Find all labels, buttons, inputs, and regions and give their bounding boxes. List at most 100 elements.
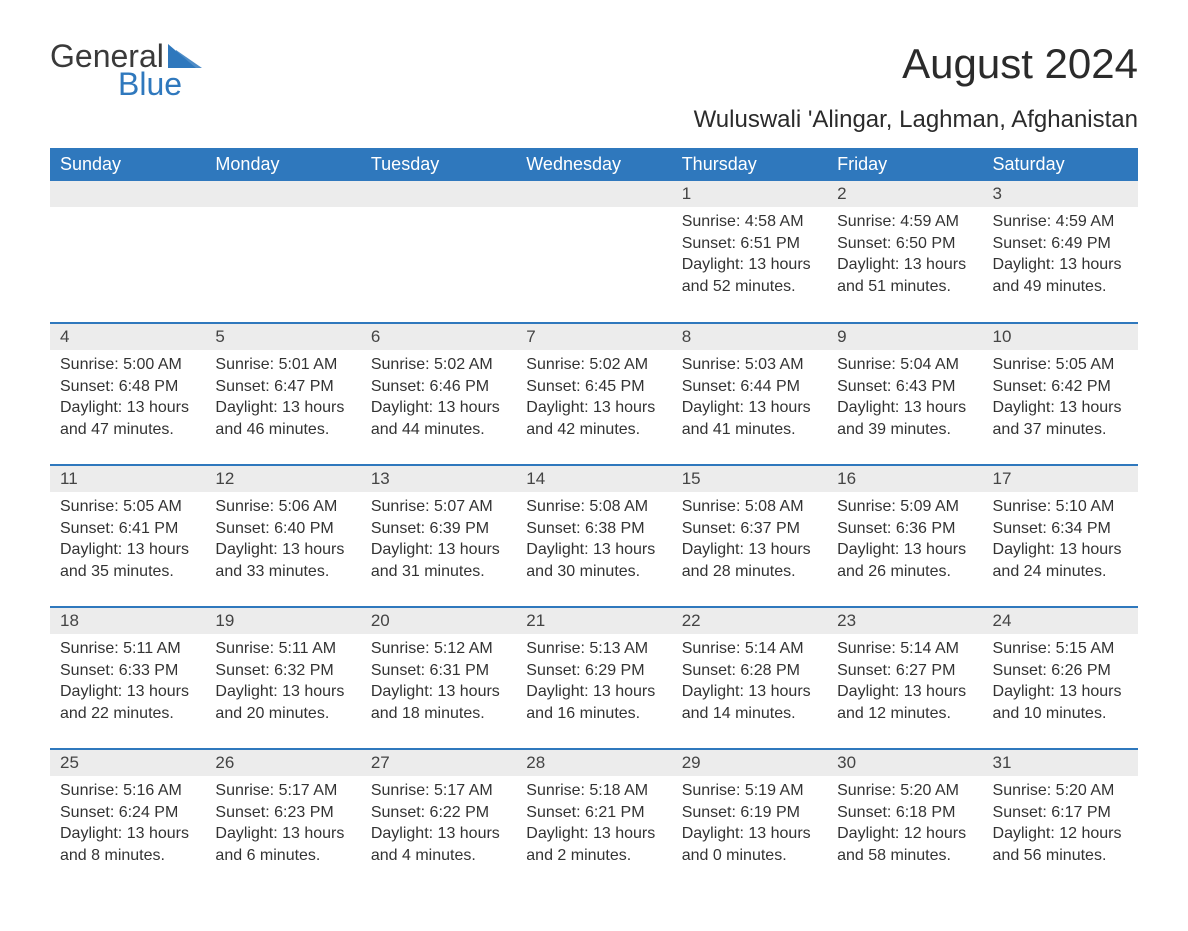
day-number: 26 (205, 750, 360, 776)
sunset-text: Sunset: 6:38 PM (526, 518, 661, 540)
calendar-cell: 23Sunrise: 5:14 AMSunset: 6:27 PMDayligh… (827, 607, 982, 749)
sunset-text: Sunset: 6:33 PM (60, 660, 195, 682)
sunrise-text: Sunrise: 5:08 AM (682, 496, 817, 518)
calendar-head: SundayMondayTuesdayWednesdayThursdayFrid… (50, 148, 1138, 181)
sunrise-text: Sunrise: 5:14 AM (682, 638, 817, 660)
day-number: 31 (983, 750, 1138, 776)
calendar-cell: 5Sunrise: 5:01 AMSunset: 6:47 PMDaylight… (205, 323, 360, 465)
day-number: 25 (50, 750, 205, 776)
day-content: Sunrise: 5:15 AMSunset: 6:26 PMDaylight:… (983, 634, 1138, 732)
day-content: Sunrise: 5:04 AMSunset: 6:43 PMDaylight:… (827, 350, 982, 448)
daylight-text: Daylight: 13 hours and 35 minutes. (60, 539, 195, 582)
sunset-text: Sunset: 6:46 PM (371, 376, 506, 398)
calendar-cell: 15Sunrise: 5:08 AMSunset: 6:37 PMDayligh… (672, 465, 827, 607)
calendar-cell: 21Sunrise: 5:13 AMSunset: 6:29 PMDayligh… (516, 607, 671, 749)
calendar-cell (516, 181, 671, 323)
sunset-text: Sunset: 6:29 PM (526, 660, 661, 682)
sunrise-text: Sunrise: 5:02 AM (371, 354, 506, 376)
sunrise-text: Sunrise: 5:09 AM (837, 496, 972, 518)
sunset-text: Sunset: 6:27 PM (837, 660, 972, 682)
day-number: 17 (983, 466, 1138, 492)
daylight-text: Daylight: 13 hours and 12 minutes. (837, 681, 972, 724)
daylight-text: Daylight: 13 hours and 30 minutes. (526, 539, 661, 582)
calendar-cell: 18Sunrise: 5:11 AMSunset: 6:33 PMDayligh… (50, 607, 205, 749)
day-number: 3 (983, 181, 1138, 207)
calendar-cell: 4Sunrise: 5:00 AMSunset: 6:48 PMDaylight… (50, 323, 205, 465)
calendar-cell: 24Sunrise: 5:15 AMSunset: 6:26 PMDayligh… (983, 607, 1138, 749)
day-content: Sunrise: 5:05 AMSunset: 6:41 PMDaylight:… (50, 492, 205, 590)
calendar-cell: 19Sunrise: 5:11 AMSunset: 6:32 PMDayligh… (205, 607, 360, 749)
sunrise-text: Sunrise: 5:19 AM (682, 780, 817, 802)
daylight-text: Daylight: 12 hours and 56 minutes. (993, 823, 1128, 866)
day-header: Saturday (983, 148, 1138, 181)
daylight-text: Daylight: 13 hours and 44 minutes. (371, 397, 506, 440)
calendar-cell: 1Sunrise: 4:58 AMSunset: 6:51 PMDaylight… (672, 181, 827, 323)
calendar-cell: 29Sunrise: 5:19 AMSunset: 6:19 PMDayligh… (672, 749, 827, 891)
day-content: Sunrise: 5:00 AMSunset: 6:48 PMDaylight:… (50, 350, 205, 448)
day-number-empty (361, 181, 516, 207)
day-content: Sunrise: 5:14 AMSunset: 6:27 PMDaylight:… (827, 634, 982, 732)
calendar-cell: 28Sunrise: 5:18 AMSunset: 6:21 PMDayligh… (516, 749, 671, 891)
sunrise-text: Sunrise: 4:58 AM (682, 211, 817, 233)
day-number: 10 (983, 324, 1138, 350)
day-number: 6 (361, 324, 516, 350)
sunset-text: Sunset: 6:48 PM (60, 376, 195, 398)
sunset-text: Sunset: 6:36 PM (837, 518, 972, 540)
day-content: Sunrise: 5:14 AMSunset: 6:28 PMDaylight:… (672, 634, 827, 732)
daylight-text: Daylight: 13 hours and 42 minutes. (526, 397, 661, 440)
header: General Blue August 2024 (50, 40, 1138, 100)
day-content: Sunrise: 5:16 AMSunset: 6:24 PMDaylight:… (50, 776, 205, 874)
day-content: Sunrise: 5:07 AMSunset: 6:39 PMDaylight:… (361, 492, 516, 590)
sunset-text: Sunset: 6:21 PM (526, 802, 661, 824)
day-number: 22 (672, 608, 827, 634)
sunset-text: Sunset: 6:47 PM (215, 376, 350, 398)
calendar-cell: 26Sunrise: 5:17 AMSunset: 6:23 PMDayligh… (205, 749, 360, 891)
sunset-text: Sunset: 6:45 PM (526, 376, 661, 398)
day-number: 28 (516, 750, 671, 776)
day-number: 2 (827, 181, 982, 207)
daylight-text: Daylight: 13 hours and 20 minutes. (215, 681, 350, 724)
daylight-text: Daylight: 13 hours and 22 minutes. (60, 681, 195, 724)
day-header: Friday (827, 148, 982, 181)
day-number: 23 (827, 608, 982, 634)
logo-flag-icon (168, 44, 202, 68)
daylight-text: Daylight: 13 hours and 47 minutes. (60, 397, 195, 440)
daylight-text: Daylight: 13 hours and 6 minutes. (215, 823, 350, 866)
sunset-text: Sunset: 6:26 PM (993, 660, 1128, 682)
sunrise-text: Sunrise: 5:07 AM (371, 496, 506, 518)
calendar-cell: 16Sunrise: 5:09 AMSunset: 6:36 PMDayligh… (827, 465, 982, 607)
sunrise-text: Sunrise: 5:10 AM (993, 496, 1128, 518)
sunset-text: Sunset: 6:34 PM (993, 518, 1128, 540)
day-number: 24 (983, 608, 1138, 634)
sunset-text: Sunset: 6:40 PM (215, 518, 350, 540)
daylight-text: Daylight: 13 hours and 37 minutes. (993, 397, 1128, 440)
day-content: Sunrise: 4:59 AMSunset: 6:50 PMDaylight:… (827, 207, 982, 305)
calendar-week: 25Sunrise: 5:16 AMSunset: 6:24 PMDayligh… (50, 749, 1138, 891)
calendar-week: 11Sunrise: 5:05 AMSunset: 6:41 PMDayligh… (50, 465, 1138, 607)
calendar-cell: 11Sunrise: 5:05 AMSunset: 6:41 PMDayligh… (50, 465, 205, 607)
sunrise-text: Sunrise: 5:17 AM (371, 780, 506, 802)
calendar-cell: 27Sunrise: 5:17 AMSunset: 6:22 PMDayligh… (361, 749, 516, 891)
daylight-text: Daylight: 13 hours and 28 minutes. (682, 539, 817, 582)
sunset-text: Sunset: 6:37 PM (682, 518, 817, 540)
day-number: 14 (516, 466, 671, 492)
sunset-text: Sunset: 6:18 PM (837, 802, 972, 824)
daylight-text: Daylight: 13 hours and 18 minutes. (371, 681, 506, 724)
day-content: Sunrise: 5:10 AMSunset: 6:34 PMDaylight:… (983, 492, 1138, 590)
sunrise-text: Sunrise: 5:15 AM (993, 638, 1128, 660)
daylight-text: Daylight: 13 hours and 26 minutes. (837, 539, 972, 582)
day-number: 4 (50, 324, 205, 350)
calendar-table: SundayMondayTuesdayWednesdayThursdayFrid… (50, 148, 1138, 891)
day-number: 9 (827, 324, 982, 350)
calendar-week: 4Sunrise: 5:00 AMSunset: 6:48 PMDaylight… (50, 323, 1138, 465)
day-number: 1 (672, 181, 827, 207)
day-content: Sunrise: 5:12 AMSunset: 6:31 PMDaylight:… (361, 634, 516, 732)
calendar-cell: 31Sunrise: 5:20 AMSunset: 6:17 PMDayligh… (983, 749, 1138, 891)
sunrise-text: Sunrise: 5:05 AM (60, 496, 195, 518)
sunrise-text: Sunrise: 5:11 AM (60, 638, 195, 660)
day-content: Sunrise: 5:05 AMSunset: 6:42 PMDaylight:… (983, 350, 1138, 448)
day-number: 20 (361, 608, 516, 634)
day-number: 29 (672, 750, 827, 776)
day-number-empty (50, 181, 205, 207)
sunrise-text: Sunrise: 5:05 AM (993, 354, 1128, 376)
